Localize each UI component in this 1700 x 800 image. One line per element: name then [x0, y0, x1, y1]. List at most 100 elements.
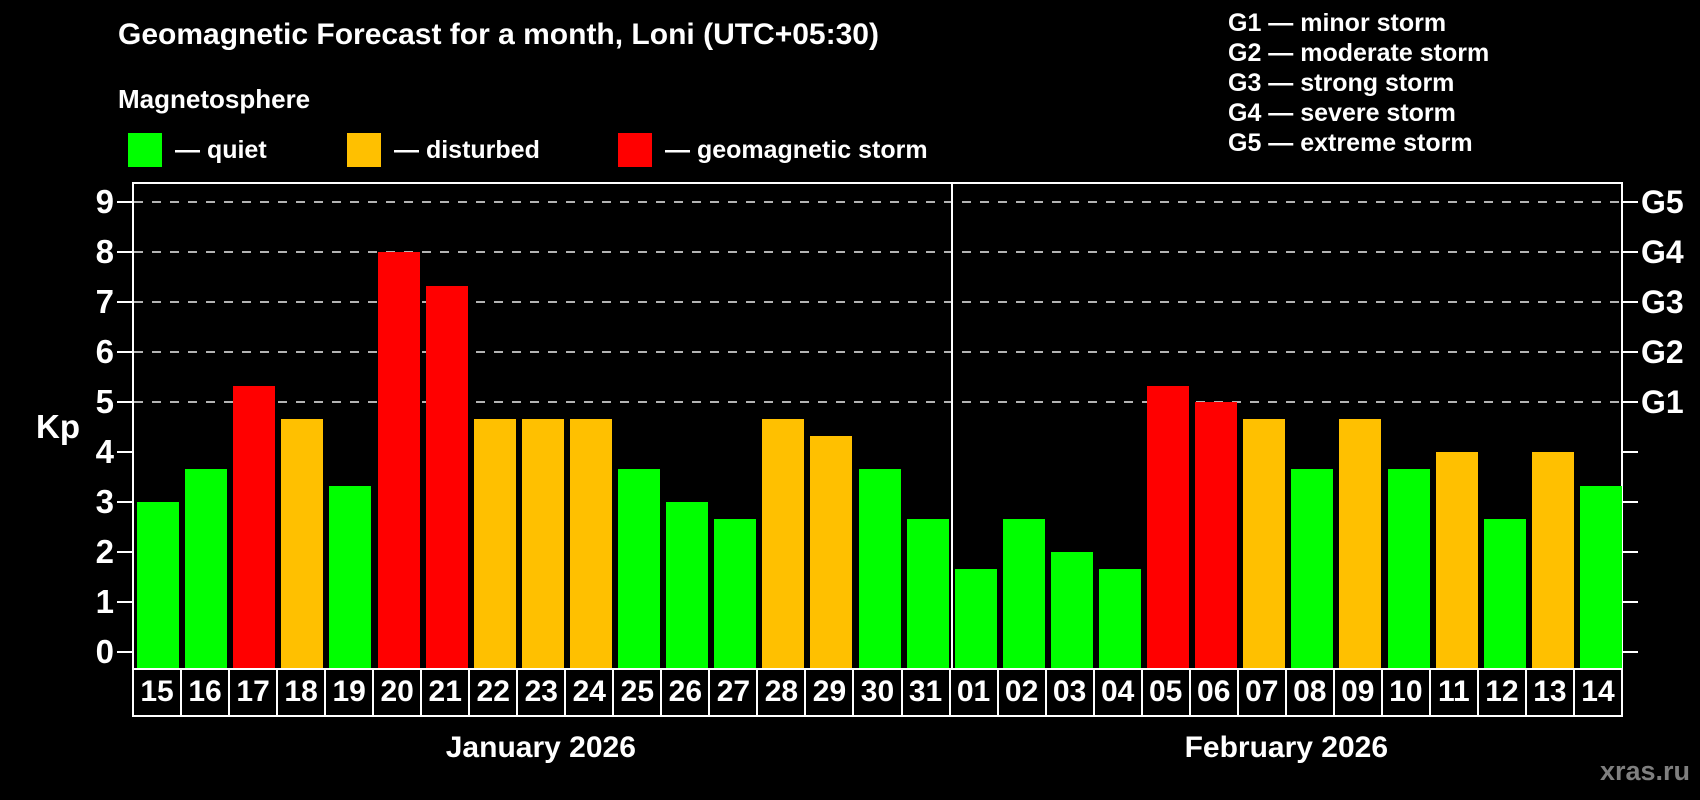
day-cell-10: 10 [1383, 670, 1431, 715]
day-cell-03: 03 [1047, 670, 1095, 715]
kp-bar-18 [281, 418, 324, 668]
legend-label-disturbed: — disturbed [394, 135, 540, 164]
y-tick-label-4: 4 [95, 433, 114, 470]
day-cell-29: 29 [806, 670, 855, 715]
kp-bar-10 [1387, 468, 1430, 668]
day-cell-20: 20 [374, 670, 423, 715]
y-tick-label-9: 9 [95, 183, 114, 220]
left-tick-6 [117, 351, 132, 353]
y-tick-label-5: 5 [95, 383, 114, 420]
kp-bar-14 [1579, 485, 1622, 668]
day-cell-05: 05 [1143, 670, 1191, 715]
right-tick-5 [1623, 401, 1638, 403]
day-cell-18: 18 [278, 670, 327, 715]
day-cell-24: 24 [566, 670, 615, 715]
gridline-kp5 [134, 401, 1621, 403]
legend-label-quiet: — quiet [175, 135, 267, 164]
right-tick-0 [1623, 651, 1638, 653]
right-tick-7 [1623, 301, 1638, 303]
y-axis-label: Kp [36, 408, 80, 445]
g-legend-line-3: G3 — strong storm [1228, 69, 1455, 97]
legend-label-storm: — geomagnetic storm [665, 135, 928, 164]
kp-bar-07 [1243, 418, 1286, 668]
kp-bar-11 [1435, 452, 1478, 668]
g-axis-label-g1: G1 [1641, 384, 1684, 420]
g-axis-label-g5: G5 [1641, 184, 1684, 220]
day-cell-22: 22 [470, 670, 519, 715]
kp-bar-20 [377, 252, 420, 668]
left-tick-8 [117, 251, 132, 253]
day-cell-06: 06 [1191, 670, 1239, 715]
day-cell-12: 12 [1479, 670, 1527, 715]
left-tick-9 [117, 201, 132, 203]
day-cell-26: 26 [662, 670, 711, 715]
month-label-0: January 2026 [445, 731, 636, 764]
day-cell-11: 11 [1431, 670, 1479, 715]
day-cell-14: 14 [1581, 675, 1615, 708]
y-tick-label-6: 6 [95, 333, 114, 370]
kp-bar-02 [1002, 518, 1045, 668]
legend-item-quiet: — quiet [128, 132, 267, 168]
y-tick-label-1: 1 [95, 583, 114, 620]
kp-bar-12 [1483, 518, 1526, 668]
month-separator-line [950, 184, 953, 668]
left-tick-4 [117, 451, 132, 453]
disturbed-swatch [347, 133, 381, 167]
left-tick-5 [117, 401, 132, 403]
g-axis-label-g4: G4 [1641, 234, 1684, 270]
right-tick-4 [1623, 451, 1638, 453]
day-cell-19: 19 [326, 670, 375, 715]
kp-bar-25 [618, 468, 661, 668]
right-tick-1 [1623, 601, 1638, 603]
left-tick-1 [117, 601, 132, 603]
kp-bar-23 [521, 418, 564, 668]
kp-bar-09 [1339, 418, 1382, 668]
kp-bar-03 [1050, 552, 1093, 668]
kp-bar-08 [1291, 468, 1334, 668]
right-tick-2 [1623, 551, 1638, 553]
kp-bar-06 [1195, 402, 1238, 668]
day-cell-27: 27 [710, 670, 759, 715]
day-cell-09: 09 [1335, 670, 1383, 715]
right-tick-9 [1623, 201, 1638, 203]
day-cell-21: 21 [422, 670, 471, 715]
day-cell-16: 16 [182, 670, 231, 715]
legend-item-storm: — geomagnetic storm [618, 132, 928, 168]
day-cell-07: 07 [1239, 670, 1287, 715]
day-cell-25: 25 [614, 670, 663, 715]
left-tick-3 [117, 501, 132, 503]
right-tick-6 [1623, 351, 1638, 353]
kp-bar-05 [1147, 385, 1190, 668]
day-cell-04: 04 [1095, 670, 1143, 715]
kp-bar-17 [233, 385, 276, 668]
kp-bar-21 [425, 285, 468, 668]
plot-area [132, 182, 1623, 668]
g-legend-line-5: G5 — extreme storm [1228, 129, 1473, 157]
day-cell-23: 23 [518, 670, 567, 715]
kp-bar-26 [666, 502, 709, 668]
kp-bar-13 [1531, 452, 1574, 668]
day-axis-row: 15 16 17 18 19 20 21 22 23 24 25 26 27 28 29 30 31 01 02 03… [132, 668, 1623, 717]
y-tick-label-2: 2 [95, 533, 114, 570]
kp-bar-27 [714, 518, 757, 668]
g-legend-line-2: G2 — moderate storm [1228, 39, 1490, 67]
kp-bar-28 [762, 418, 805, 668]
g-scale-legend: G1 — minor storm G2 — moderate storm G3 — … [1228, 8, 1489, 158]
watermark: xras.ru [1599, 756, 1690, 786]
kp-bar-16 [185, 468, 228, 668]
month-label-1: February 2026 [1184, 731, 1389, 764]
kp-bar-24 [569, 418, 612, 668]
day-cell-30: 30 [854, 670, 903, 715]
gridline-kp8 [134, 251, 1621, 253]
g-axis-label-g2: G2 [1641, 334, 1684, 370]
kp-bar-30 [858, 468, 901, 668]
day-cell-31: 31 [903, 670, 951, 715]
kp-bar-15 [137, 502, 180, 668]
left-tick-0 [117, 651, 132, 653]
y-tick-label-3: 3 [95, 483, 114, 520]
chart-title: Geomagnetic Forecast for a month, Loni (… [118, 18, 879, 51]
kp-bar-04 [1098, 568, 1141, 668]
day-cell-08: 08 [1287, 670, 1335, 715]
kp-bar-22 [473, 418, 516, 668]
